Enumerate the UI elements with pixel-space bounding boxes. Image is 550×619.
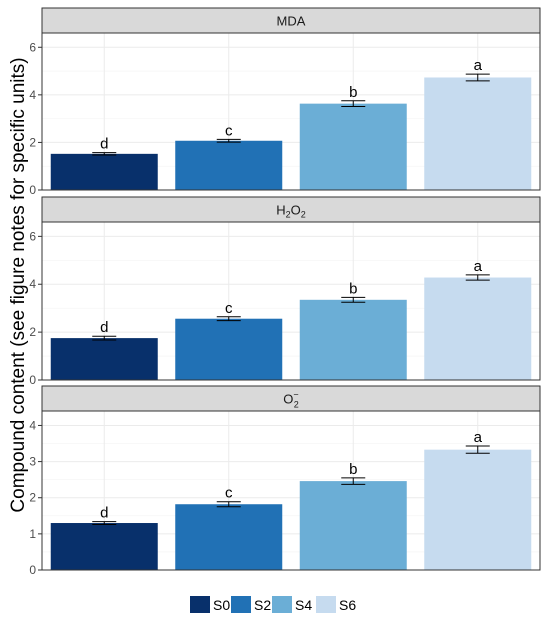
y-tick-label: 2 xyxy=(29,135,36,149)
facet-title-2: O− 2 xyxy=(283,390,298,410)
facet-title-1: H2O2 xyxy=(276,203,306,220)
legend-swatch-s4 xyxy=(272,596,292,613)
bar-s0 xyxy=(50,153,158,190)
facet-title-0: MDA xyxy=(277,14,306,29)
significance-letter: d xyxy=(100,319,108,336)
significance-letter: c xyxy=(225,300,233,317)
legend-label-s6: S6 xyxy=(339,597,356,613)
panel-border-0 xyxy=(41,32,541,191)
facet-strip-1 xyxy=(41,196,541,223)
significance-letter: c xyxy=(225,122,233,139)
significance-letter: b xyxy=(349,461,357,478)
legend-swatch-s2 xyxy=(231,596,251,613)
bar-s6 xyxy=(424,449,532,570)
y-tick-label: 2 xyxy=(29,491,36,505)
y-tick-label: 2 xyxy=(29,325,36,339)
y-tick-label: 4 xyxy=(29,88,36,102)
bar-s0 xyxy=(50,523,158,570)
legend-label-s0: S0 xyxy=(213,597,230,613)
y-tick-label: 4 xyxy=(29,277,36,291)
bar-s6 xyxy=(424,277,532,380)
facet-strip-0 xyxy=(41,7,541,34)
y-tick-label: 4 xyxy=(29,418,36,432)
bar-s2 xyxy=(175,504,283,570)
y-axis-label: Compound content (see figure notes for s… xyxy=(8,57,29,512)
significance-letter: b xyxy=(349,84,357,101)
y-tick-label: 0 xyxy=(29,563,36,577)
significance-letter: a xyxy=(474,429,483,446)
legend-label-s2: S2 xyxy=(254,597,271,613)
y-tick-label: 6 xyxy=(29,229,36,243)
y-tick-label: 0 xyxy=(29,373,36,387)
y-tick-label: 6 xyxy=(29,40,36,54)
legend-swatch-s0 xyxy=(190,596,210,613)
bar-s4 xyxy=(299,481,407,570)
significance-letter: d xyxy=(100,505,108,522)
bar-s2 xyxy=(175,318,283,380)
y-tick-label: 0 xyxy=(29,183,36,197)
significance-letter: a xyxy=(474,258,483,275)
significance-letter: b xyxy=(349,280,357,297)
significance-letter: d xyxy=(100,136,108,153)
panel-border-1 xyxy=(41,221,541,381)
significance-letter: c xyxy=(225,485,233,502)
significance-letter: a xyxy=(474,57,483,74)
y-tick-label: 1 xyxy=(29,527,36,541)
legend-swatch-s6 xyxy=(316,596,336,613)
y-tick-label: 3 xyxy=(29,455,36,469)
panel-border-2 xyxy=(41,410,541,571)
bar-s4 xyxy=(299,103,407,190)
legend-label-s4: S4 xyxy=(295,597,312,613)
bar-s4 xyxy=(299,299,407,380)
bar-s6 xyxy=(424,77,532,190)
bar-s2 xyxy=(175,140,283,190)
bar-s0 xyxy=(50,338,158,380)
